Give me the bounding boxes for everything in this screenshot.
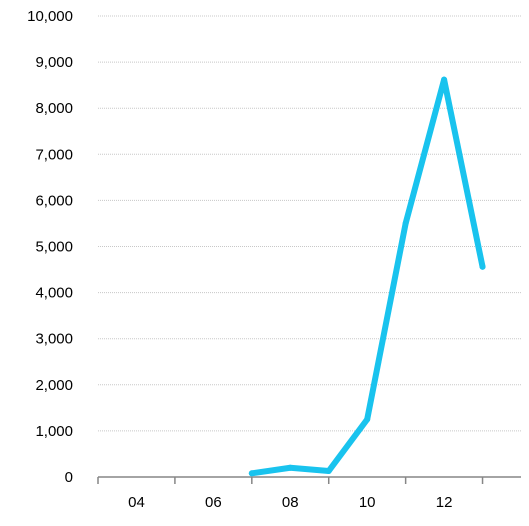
y-tick-label: 9,000 xyxy=(35,54,73,71)
x-tick-label: 12 xyxy=(436,494,453,511)
data-point xyxy=(441,76,448,83)
data-point xyxy=(287,464,294,471)
x-tick-label: 08 xyxy=(282,494,299,511)
x-tick-label: 04 xyxy=(128,494,145,511)
y-tick-label: 2,000 xyxy=(35,377,73,394)
y-tick-label: 7,000 xyxy=(35,146,73,163)
x-tick-label: 06 xyxy=(205,494,222,511)
y-tick-label: 1,000 xyxy=(35,423,73,440)
y-tick-label: 0 xyxy=(65,469,73,486)
y-tick-label: 4,000 xyxy=(35,285,73,302)
y-tick-label: 6,000 xyxy=(35,192,73,209)
axes xyxy=(97,476,521,484)
x-axis-ticks: 04 06 08 10 12 xyxy=(128,494,452,511)
y-axis-ticks: 0 1,000 2,000 3,000 4,000 5,000 6,000 7,000 8,00… xyxy=(27,8,73,486)
data-point xyxy=(364,416,371,423)
y-tick-label: 5,000 xyxy=(35,239,73,256)
series-line xyxy=(248,76,486,477)
x-tick-label: 10 xyxy=(359,494,376,511)
gridlines xyxy=(98,15,521,432)
data-point xyxy=(479,263,486,270)
y-tick-label: 8,000 xyxy=(35,100,73,117)
y-tick-label: 10,000 xyxy=(27,8,73,25)
series-lines xyxy=(248,76,486,477)
y-tick-label: 3,000 xyxy=(35,331,73,348)
data-point xyxy=(325,468,332,475)
data-point xyxy=(402,220,409,227)
data-point xyxy=(248,470,255,477)
